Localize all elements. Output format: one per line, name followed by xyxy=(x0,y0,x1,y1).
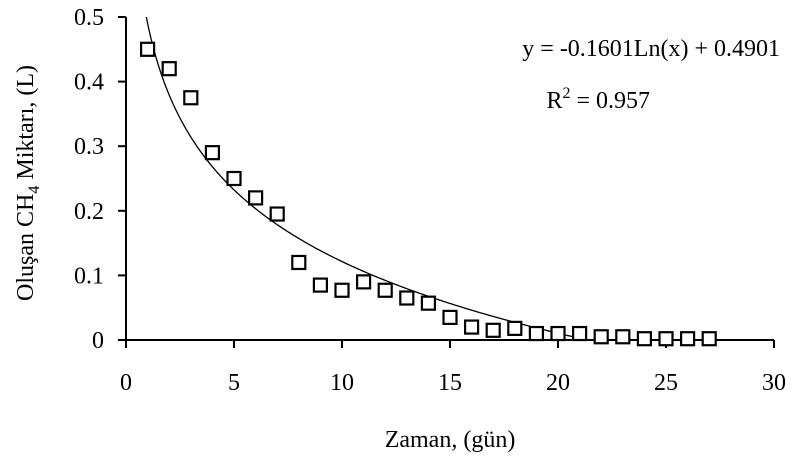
data-point xyxy=(312,277,328,293)
r-squared-label: R2 = 0.957 xyxy=(546,85,650,114)
y-tick-label: 0.1 xyxy=(74,263,104,289)
x-axis-label: Zaman, (gün) xyxy=(385,427,516,453)
data-point xyxy=(507,320,523,336)
data-point xyxy=(291,254,307,271)
y-tick-label: 0.5 xyxy=(74,5,104,31)
y-axis-label-subscript: 4 xyxy=(26,186,43,194)
data-point xyxy=(528,325,545,342)
r-squared-superscript: 2 xyxy=(562,85,570,102)
x-tick-label: 15 xyxy=(438,370,462,396)
data-point xyxy=(204,145,220,161)
x-tick-label: 25 xyxy=(654,370,678,396)
data-point xyxy=(248,190,264,206)
data-point xyxy=(442,309,458,325)
ticks: 0 5 10 15 20 25 30 0 0.1 0.2 0.3 0.4 0.5 xyxy=(74,5,786,396)
data-point xyxy=(636,331,653,347)
data-points xyxy=(140,41,717,347)
r-squared-value: = 0.957 xyxy=(570,88,650,114)
data-point xyxy=(679,331,696,347)
data-point xyxy=(140,41,156,57)
x-tick-label: 5 xyxy=(228,370,240,396)
data-point xyxy=(269,206,285,222)
data-point xyxy=(658,331,674,347)
data-point xyxy=(226,170,242,187)
data-point xyxy=(464,319,480,335)
data-point xyxy=(701,331,717,347)
data-point xyxy=(377,282,393,298)
y-tick-label: 0.4 xyxy=(74,70,104,96)
x-tick-label: 20 xyxy=(546,370,570,396)
data-point xyxy=(399,290,415,306)
y-tick-label: 0.2 xyxy=(74,199,104,225)
y-axis-label: Oluşan CH4 Miktarı, (L) xyxy=(13,65,43,301)
y-tick-label: 0 xyxy=(92,328,104,354)
y-axis-label-part-2: Miktarı, (L) xyxy=(13,65,39,186)
x-tick-label: 30 xyxy=(762,370,786,396)
x-tick-label: 10 xyxy=(330,370,354,396)
data-point xyxy=(593,329,609,345)
trendline-equation: y = -0.1601Ln(x) + 0.4901 xyxy=(522,36,780,62)
x-tick-label: 0 xyxy=(120,370,132,396)
y-axis-label-part-1: Oluşan CH xyxy=(13,194,39,301)
data-point xyxy=(183,90,199,106)
data-point xyxy=(615,329,631,345)
data-point xyxy=(550,325,566,342)
data-point xyxy=(571,325,588,342)
data-point xyxy=(420,295,436,311)
data-point xyxy=(356,274,372,290)
data-point xyxy=(161,61,177,77)
data-point xyxy=(485,322,501,338)
y-tick-label: 0.3 xyxy=(74,134,104,160)
data-point xyxy=(334,282,350,298)
r-squared-prefix: R xyxy=(546,88,562,114)
